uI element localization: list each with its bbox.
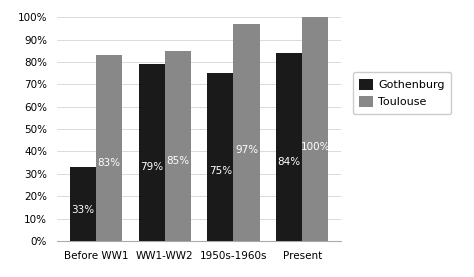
Text: 97%: 97%: [235, 145, 258, 155]
Text: 83%: 83%: [98, 158, 120, 168]
Text: 84%: 84%: [278, 157, 301, 167]
Legend: Gothenburg, Toulouse: Gothenburg, Toulouse: [353, 72, 451, 114]
Text: 33%: 33%: [71, 205, 94, 215]
Bar: [96, 55, 122, 241]
Text: 100%: 100%: [301, 142, 330, 152]
Bar: [276, 53, 302, 241]
Text: 85%: 85%: [166, 156, 189, 166]
Bar: [70, 167, 96, 241]
Bar: [234, 24, 260, 241]
Bar: [207, 73, 234, 241]
Bar: [302, 17, 328, 241]
Bar: [138, 64, 164, 241]
Text: 79%: 79%: [140, 162, 163, 172]
Bar: [164, 51, 191, 241]
Text: 75%: 75%: [209, 166, 232, 176]
